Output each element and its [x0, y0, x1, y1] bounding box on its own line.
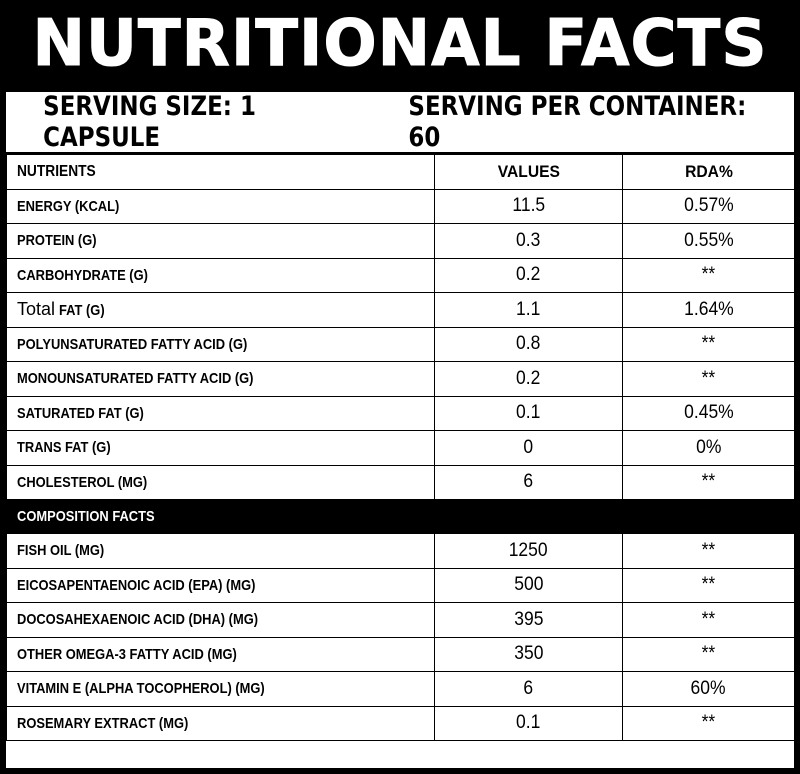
composition-name: VITAMIN E (ALPHA TOCOPHEROL) (MG) — [6, 671, 435, 707]
nutrient-rda: ** — [622, 361, 795, 397]
nutrient-name: SATURATED FAT (G) — [6, 395, 435, 431]
facts-panel: SERVING SIZE: 1 CAPSULE SERVING PER CONT… — [6, 91, 795, 768]
table-row: TRANS FAT (G) 0 0% — [6, 430, 795, 466]
nutrient-value: 0.2 — [434, 361, 623, 397]
nutrient-value: 6 — [434, 464, 623, 500]
nutrient-value: 0.3 — [434, 223, 623, 259]
table-row: FISH OIL (MG) 1250 ** — [6, 533, 795, 569]
composition-name: DOCOSAHEXAENOIC ACID (DHA) (MG) — [6, 602, 435, 638]
servings-per-container: SERVING PER CONTAINER: 60 — [408, 91, 747, 153]
nutrient-value: 11.5 — [434, 188, 623, 224]
nutrient-name: POLYUNSATURATED FATTY ACID (G) — [6, 326, 435, 362]
nutrient-value: 0.1 — [434, 395, 623, 431]
nutrient-value: 1.1 — [434, 292, 623, 328]
nutrient-rda: 0.55% — [622, 223, 795, 259]
label-title: NUTRITIONAL FACTS — [32, 7, 768, 82]
composition-section-header: COMPOSITION FACTS — [6, 499, 795, 534]
composition-rda: ** — [622, 567, 795, 603]
nutrition-table: NUTRIENTS VALUES RDA% ENERGY (KCAL) 11.5… — [6, 154, 795, 741]
table-row: PROTEIN (G) 0.3 0.55% — [6, 223, 795, 259]
nutrient-rda: 1.64% — [622, 292, 795, 328]
composition-heading: COMPOSITION FACTS — [6, 499, 795, 534]
composition-value: 395 — [434, 602, 623, 638]
nutrient-value: 0 — [434, 430, 623, 466]
composition-rda: ** — [622, 533, 795, 569]
nutrient-name: ENERGY (KCAL) — [6, 188, 435, 224]
nutrient-rda: ** — [622, 326, 795, 362]
header-rda: RDA% — [622, 154, 795, 190]
nutrient-rda: ** — [622, 464, 795, 500]
nutrient-name: Total FAT (G) — [6, 292, 435, 328]
table-header-row: NUTRIENTS VALUES RDA% — [6, 154, 795, 190]
composition-rda: ** — [622, 636, 795, 672]
nutrient-rda: 0.57% — [622, 188, 795, 224]
composition-value: 350 — [434, 636, 623, 672]
composition-value: 6 — [434, 671, 623, 707]
composition-name: FISH OIL (MG) — [6, 533, 435, 569]
table-row: VITAMIN E (ALPHA TOCOPHEROL) (MG) 6 60% — [6, 671, 795, 707]
composition-name: OTHER OMEGA-3 FATTY ACID (MG) — [6, 636, 435, 672]
nutrient-value: 0.8 — [434, 326, 623, 362]
serving-size: SERVING SIZE: 1 CAPSULE — [43, 91, 256, 153]
table-row: DOCOSAHEXAENOIC ACID (DHA) (MG) 395 ** — [6, 602, 795, 638]
header-nutrients: NUTRIENTS — [6, 154, 435, 190]
table-row: Total FAT (G) 1.1 1.64% — [6, 292, 795, 328]
nutrient-rda: 0% — [622, 430, 795, 466]
table-row: EICOSAPENTAENOIC ACID (EPA) (MG) 500 ** — [6, 567, 795, 603]
nutrient-rda: 0.45% — [622, 395, 795, 431]
composition-name: ROSEMARY EXTRACT (MG) — [6, 705, 435, 741]
composition-value: 1250 — [434, 533, 623, 569]
composition-name: EICOSAPENTAENOIC ACID (EPA) (MG) — [6, 567, 435, 603]
composition-value: 0.1 — [434, 705, 623, 741]
table-row: CARBOHYDRATE (G) 0.2 ** — [6, 257, 795, 293]
table-row: MONOUNSATURATED FATTY ACID (G) 0.2 ** — [6, 361, 795, 397]
composition-rda: ** — [622, 602, 795, 638]
nutrient-name: MONOUNSATURATED FATTY ACID (G) — [6, 361, 435, 397]
nutrient-name: PROTEIN (G) — [6, 223, 435, 259]
table-row: ENERGY (KCAL) 11.5 0.57% — [6, 188, 795, 224]
table-row: CHOLESTEROL (MG) 6 ** — [6, 464, 795, 500]
serving-info: SERVING SIZE: 1 CAPSULE SERVING PER CONT… — [6, 91, 794, 154]
table-row: ROSEMARY EXTRACT (MG) 0.1 ** — [6, 705, 795, 741]
nutrient-name: CARBOHYDRATE (G) — [6, 257, 435, 293]
composition-rda: ** — [622, 705, 795, 741]
composition-rda: 60% — [622, 671, 795, 707]
table-row: SATURATED FAT (G) 0.1 0.45% — [6, 395, 795, 431]
table-row: POLYUNSATURATED FATTY ACID (G) 0.8 ** — [6, 326, 795, 362]
nutrient-name: CHOLESTEROL (MG) — [6, 464, 435, 500]
header-values: VALUES — [434, 154, 623, 190]
nutrient-rda: ** — [622, 257, 795, 293]
composition-value: 500 — [434, 567, 623, 603]
nutrient-value: 0.2 — [434, 257, 623, 293]
nutrient-name: TRANS FAT (G) — [6, 430, 435, 466]
table-row: OTHER OMEGA-3 FATTY ACID (MG) 350 ** — [6, 636, 795, 672]
